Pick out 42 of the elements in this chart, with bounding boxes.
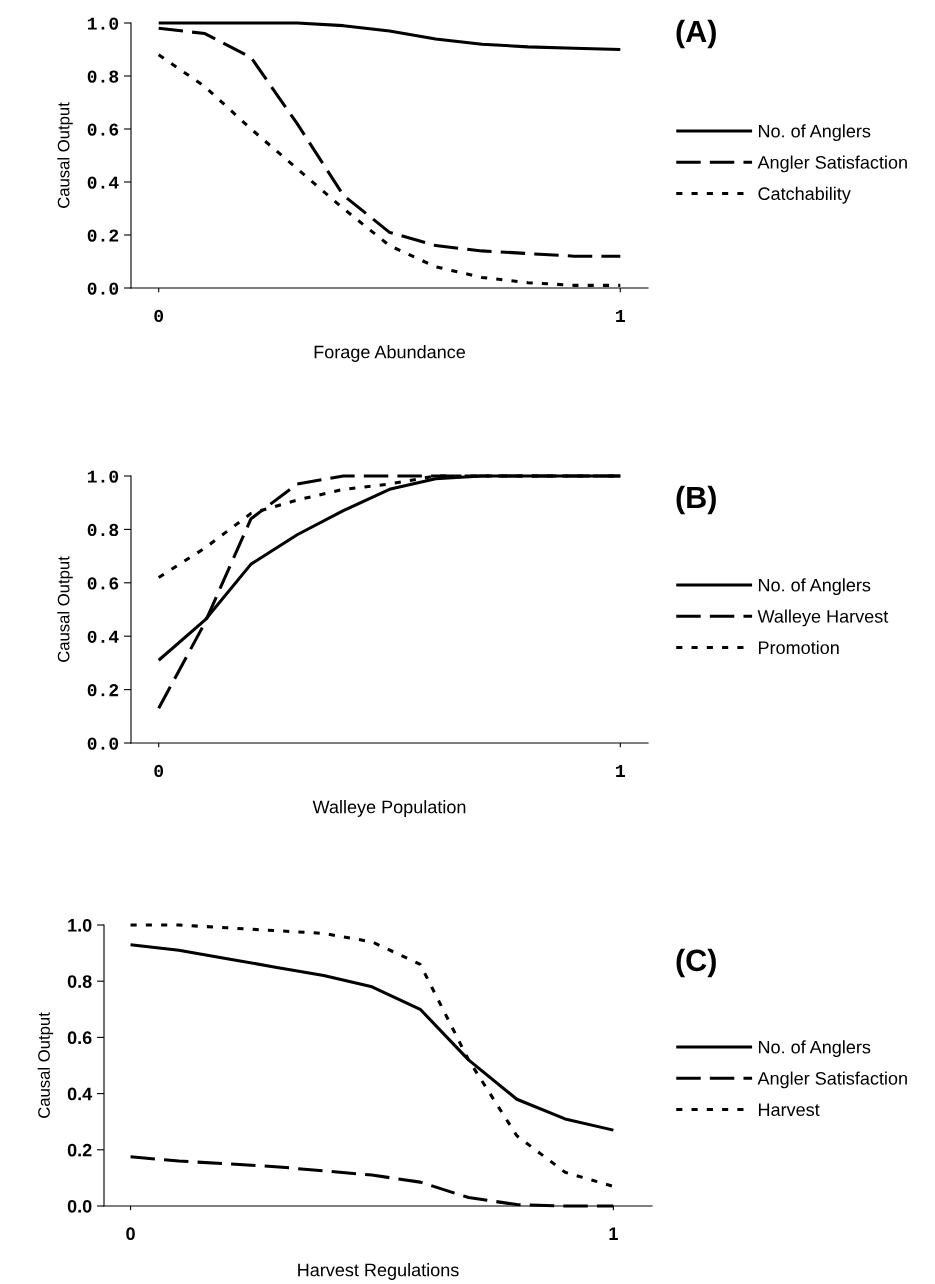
y-tick-label: 0.8 (87, 70, 119, 83)
y-tick-label: 0.6 (87, 123, 119, 136)
y-tick-label: 0.0 (87, 737, 119, 750)
x-axis-title: Harvest Regulations (298, 1263, 459, 1280)
y-axis-title: Causal Output (37, 1012, 54, 1118)
legend-label: Angler Satisfaction (757, 1071, 907, 1089)
y-tick-label: 0.0 (67, 1199, 92, 1213)
x-tick-label: 1 (616, 765, 625, 777)
text: (C) (676, 948, 716, 978)
y-tick-label: 1.0 (68, 918, 92, 932)
y-tick-label: 0.0 (87, 282, 119, 295)
legend-label: Promotion (758, 640, 839, 655)
y-axis-title: Causal Output (57, 102, 73, 208)
text: (A) (676, 19, 716, 49)
x-tick-label: 0 (154, 309, 164, 323)
x-tick-label: 0 (154, 764, 164, 778)
y-tick-label: 0.2 (67, 1143, 92, 1157)
legend-label: No. of Anglers (758, 1040, 871, 1058)
legend-label: Harvest (758, 1103, 820, 1117)
y-tick-label: 0.6 (67, 1031, 92, 1045)
legend-label: Catchability (758, 186, 851, 204)
legend-label: Walleye Harvest (757, 609, 889, 627)
x-axis-title: Walleye Population (312, 800, 466, 817)
text: (B) (676, 485, 716, 515)
y-tick-label: 0.4 (67, 1087, 93, 1101)
x-tick-label: 0 (126, 1227, 135, 1241)
x-tick-label: 1 (616, 310, 625, 322)
y-tick-label: 0.8 (67, 975, 92, 988)
x-axis-title: Forage Abundance (314, 345, 465, 362)
y-tick-label: 0.4 (87, 176, 119, 189)
y-tick-label: 0.2 (87, 229, 119, 242)
legend-label: No. of Anglers (758, 578, 871, 596)
legend-label: Angler Satisfaction (757, 155, 907, 173)
y-axis-title: Causal Output (57, 556, 73, 662)
y-tick-label: 1.0 (87, 470, 119, 483)
y-tick-label: 0.8 (87, 523, 119, 537)
y-tick-label: 0.6 (87, 577, 119, 590)
y-tick-label: 0.4 (87, 630, 119, 643)
y-tick-label: 0.2 (87, 684, 119, 697)
legend-label: No. of Anglers (758, 124, 871, 142)
y-tick-label: 1.0 (87, 17, 119, 30)
x-tick-label: 1 (609, 1227, 618, 1240)
